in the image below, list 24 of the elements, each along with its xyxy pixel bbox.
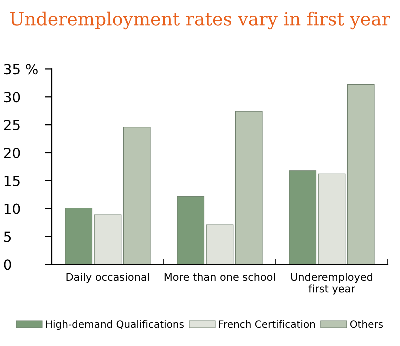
bar [289,170,317,265]
bar [177,196,205,265]
bar [206,224,234,265]
y-tick-label: 0 [4,260,12,270]
bar [123,127,151,265]
bar [65,208,93,265]
y-tick-label: 35 % [4,64,38,75]
y-tick-label: 30 [4,92,20,103]
bar [235,111,263,265]
y-tick-label: 10 [4,204,20,214]
y-tick-label: 5 [4,232,12,242]
legend-label: High-demand Qualifications [46,320,184,330]
x-tick-label: Underemployed first year [291,273,373,295]
y-tick-label: 15 [4,176,20,186]
y-tick-label: 25 [4,120,20,131]
x-tick-label: More than one school [164,273,276,282]
x-tick-label: Daily occasional [66,273,150,284]
chart-title: Underemployment rates vary in first year [10,12,390,30]
bar [347,84,375,265]
bar [94,214,122,265]
legend-label: Others [350,320,384,328]
y-tick-label: 20 [4,148,20,158]
legend-label: French Certification [219,320,316,328]
bar [318,174,346,265]
